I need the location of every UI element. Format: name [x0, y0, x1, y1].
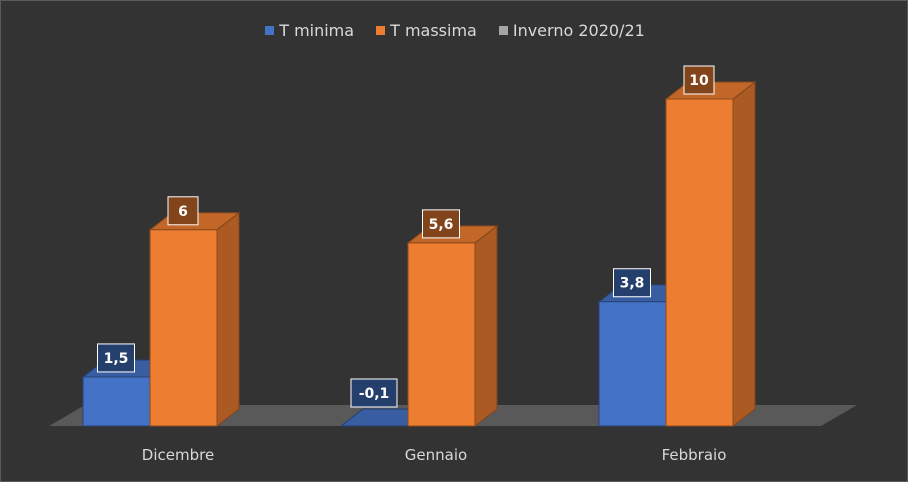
data-label-box-t-massima-1 — [422, 209, 460, 239]
legend-swatch-t-massima — [376, 26, 386, 35]
data-label-box-t-massima-0 — [167, 196, 199, 226]
legend-swatch-inverno — [498, 26, 508, 35]
data-label-t-minima-0: 1,5 — [104, 351, 129, 367]
legend-label-t-minima: T minima — [279, 21, 355, 40]
legend-label-t-massima: T massima — [390, 21, 477, 40]
bar-t-massima-0 — [149, 229, 218, 427]
bar-t-massima-1 — [407, 242, 476, 427]
bar-side-t-massima-2 — [732, 80, 756, 428]
data-label-t-minima-2: 3,8 — [620, 276, 645, 292]
data-label-t-massima-2: 10 — [689, 73, 709, 89]
legend: T minima T massima Inverno 2020/21 — [1, 21, 908, 40]
category-label-1: Gennaio — [405, 446, 467, 464]
legend-swatch-t-minima — [265, 26, 275, 35]
data-label-box-t-minima-2 — [613, 268, 651, 298]
bar-t-minima-2 — [598, 301, 667, 427]
data-label-t-massima-1: 5,6 — [429, 217, 454, 233]
legend-entry-inverno: Inverno 2020/21 — [498, 21, 645, 40]
legend-entry-t-minima: T minima — [265, 21, 354, 40]
category-label-0: Dicembre — [142, 446, 214, 464]
legend-entry-t-massima: T massima — [376, 21, 477, 40]
data-label-t-minima-1: -0,1 — [359, 386, 390, 402]
bar-t-massima-2 — [665, 98, 734, 427]
data-label-box-t-massima-2 — [683, 65, 715, 95]
bar-side-t-massima-0 — [216, 211, 240, 428]
data-label-box-t-minima-0 — [97, 343, 135, 373]
data-label-t-massima-0: 6 — [178, 204, 188, 220]
category-label-2: Febbraio — [662, 446, 727, 464]
bar-t-minima-0 — [82, 376, 151, 427]
bar-side-t-massima-1 — [474, 224, 498, 428]
data-label-box-t-minima-1 — [350, 378, 398, 408]
legend-label-inverno: Inverno 2020/21 — [512, 21, 645, 40]
